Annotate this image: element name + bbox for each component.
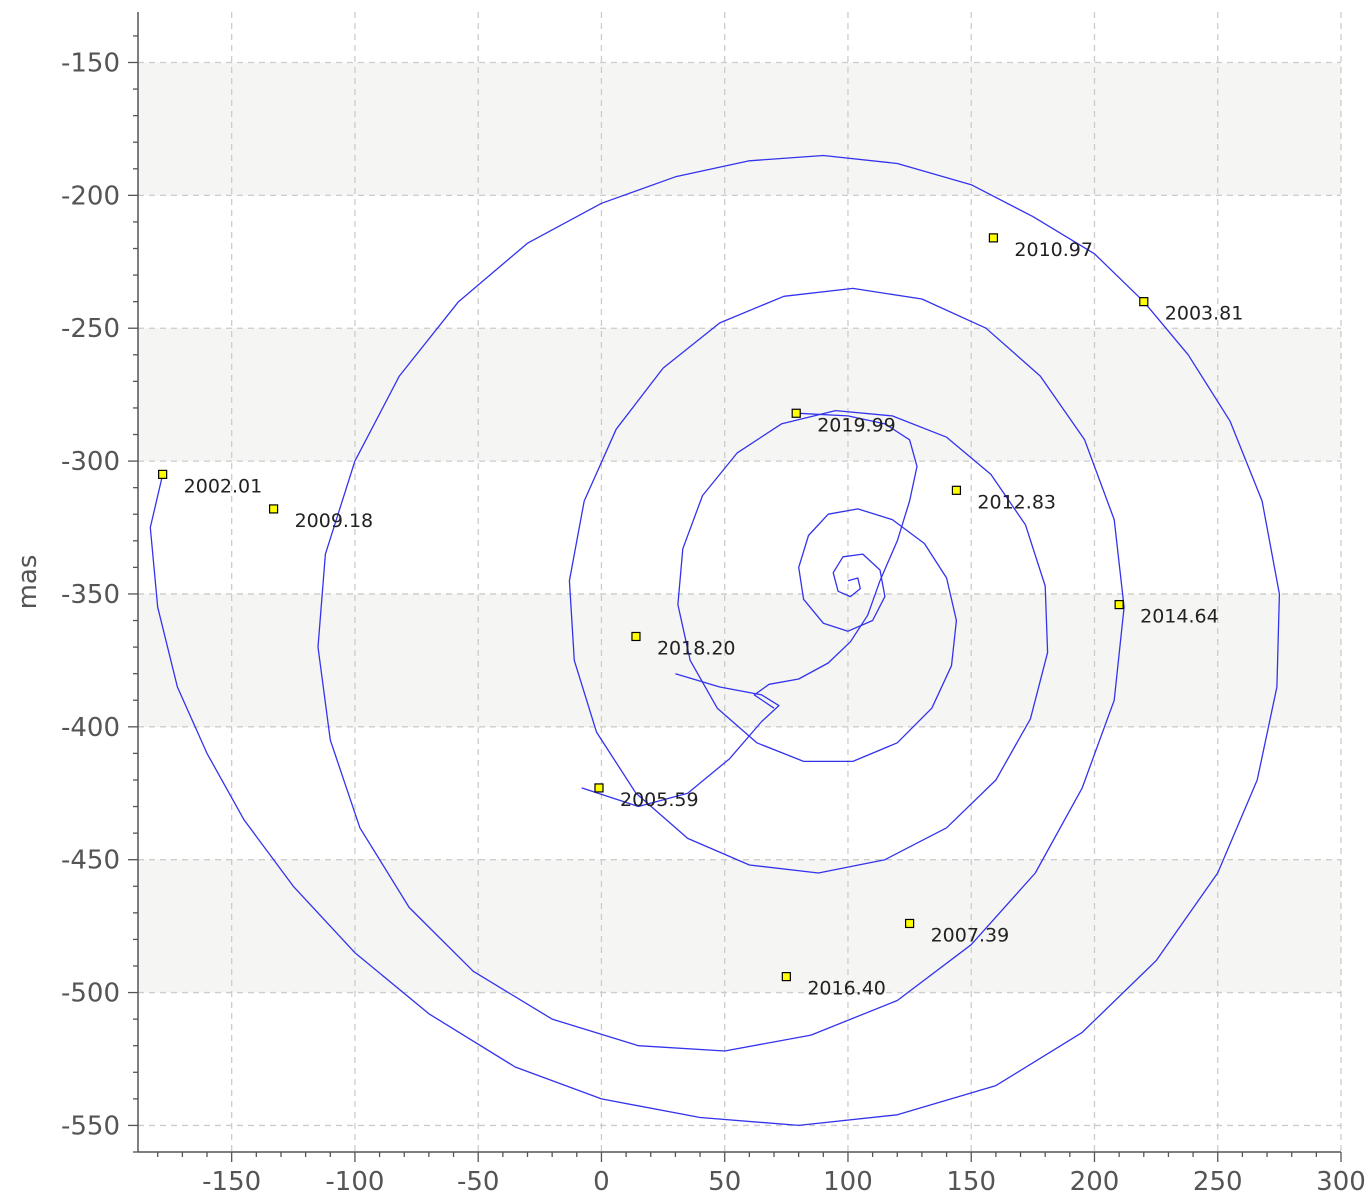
- orbit-path-1: [753, 412, 918, 709]
- epoch-label: 2014.64: [1140, 606, 1219, 628]
- grid-lines: [138, 12, 1342, 1152]
- epoch-label: 2019.99: [817, 414, 896, 436]
- epoch-marker: [904, 918, 915, 929]
- epoch-label: 2005.59: [620, 789, 699, 811]
- epoch-label: 2010.97: [1014, 239, 1093, 261]
- band-2: [138, 593, 1341, 727]
- x-tick-label: -50: [457, 1167, 499, 1197]
- x-tick-label: -150: [202, 1167, 261, 1197]
- shaded-bands: [138, 62, 1341, 993]
- x-tick-label: 200: [1070, 1167, 1120, 1197]
- epoch-marker: [951, 485, 962, 495]
- x-tick-label: 150: [946, 1167, 996, 1197]
- epoch-marker: [594, 783, 604, 793]
- epoch-label: 2007.39: [931, 924, 1010, 946]
- epoch-label: 2003.81: [1165, 303, 1244, 325]
- epoch-marker: [158, 469, 168, 479]
- band-3: [138, 859, 1341, 993]
- y-tick-label: -150: [61, 48, 120, 78]
- y-tick-label: -550: [61, 1111, 120, 1141]
- orbit-path-0: [149, 154, 1281, 1127]
- epoch-markers: 2002.01 2003.81 2005.59 2007.39 2009.18 2010.…: [158, 233, 1244, 1000]
- y-tick-label: -400: [61, 713, 120, 743]
- epoch-marker: [1114, 599, 1124, 610]
- epoch-label: 2012.83: [977, 491, 1056, 513]
- x-tick-label: 300: [1316, 1167, 1366, 1197]
- epoch-label: 2002.01: [184, 475, 263, 497]
- y-tick-label: -450: [61, 846, 120, 876]
- epoch-label: 2018.20: [657, 637, 736, 659]
- band-0: [138, 62, 1341, 196]
- epoch-marker: [1139, 297, 1149, 307]
- orbit-paths: [149, 154, 1281, 1127]
- band-1: [138, 328, 1341, 462]
- x-tick-label: -100: [325, 1167, 384, 1197]
- epoch-marker: [268, 504, 279, 514]
- epoch-marker: [791, 408, 801, 418]
- x-tick-label: 100: [823, 1167, 873, 1197]
- x-tick-label: 0: [593, 1167, 610, 1197]
- epoch-marker: [988, 233, 999, 243]
- y-tick-label: -350: [61, 580, 120, 610]
- epoch-marker: [781, 972, 791, 982]
- y-tick-label: -300: [61, 447, 120, 477]
- epoch-label: 2009.18: [295, 510, 374, 532]
- y-tick-label: -250: [61, 314, 120, 344]
- axes: [128, 12, 1342, 1162]
- y-tick-labels: -150 -200 -250 -300 -350 -400 -450 -500 -550: [61, 48, 120, 1141]
- x-tick-label: 50: [708, 1167, 741, 1197]
- y-tick-label: -500: [61, 979, 120, 1009]
- epoch-marker: [631, 631, 641, 642]
- y-tick-label: -200: [61, 181, 120, 211]
- epoch-label: 2016.40: [807, 978, 886, 1000]
- orbit-path-2: [581, 673, 780, 808]
- y-axis-label: mas: [13, 555, 43, 610]
- x-tick-label: 250: [1193, 1167, 1243, 1197]
- x-tick-labels: -150 -100 -50 0 50 100 150 200 250 300: [202, 1167, 1366, 1197]
